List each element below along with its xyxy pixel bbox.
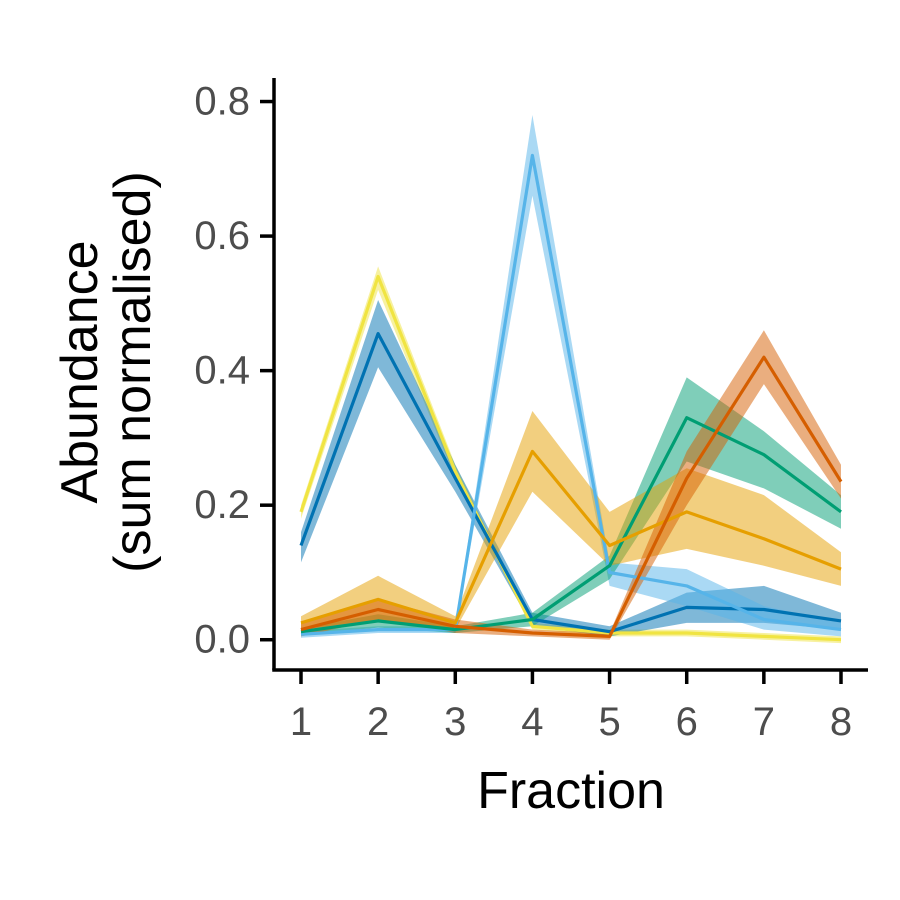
y-tick-label: 0.0 bbox=[194, 618, 250, 662]
series-5-line bbox=[300, 449, 842, 625]
y-axis-title: Abundance (sum normalised) bbox=[51, 171, 162, 573]
y-tick-label: 0.8 bbox=[194, 80, 250, 124]
series-4-line bbox=[300, 416, 842, 634]
x-tick-label: 5 bbox=[598, 700, 620, 744]
y-tick-label: 0.6 bbox=[194, 214, 250, 258]
series-lines bbox=[299, 153, 843, 642]
x-tick-label: 3 bbox=[444, 700, 466, 744]
series-5-band bbox=[301, 411, 841, 630]
axes bbox=[272, 78, 868, 672]
x-tick-label: 4 bbox=[521, 700, 543, 744]
x-ticks: 1 2 3 4 5 6 7 8 bbox=[290, 670, 852, 744]
y-ticks: 0.0 0.2 0.4 0.6 0.8 bbox=[194, 80, 274, 662]
y-tick-label: 0.4 bbox=[194, 349, 250, 393]
x-tick-label: 2 bbox=[367, 700, 389, 744]
series-2-line bbox=[299, 332, 842, 634]
series-1-line bbox=[299, 274, 842, 642]
series-3-line bbox=[300, 153, 842, 636]
x-tick-label: 6 bbox=[676, 700, 698, 744]
series-6-line bbox=[300, 355, 843, 639]
y-axis-title-line-1: Abundance bbox=[51, 240, 109, 503]
x-tick-label: 1 bbox=[290, 700, 312, 744]
series-6-band bbox=[301, 330, 841, 640]
confidence-bands bbox=[301, 115, 841, 644]
x-tick-label: 7 bbox=[753, 700, 775, 744]
series-2-band bbox=[301, 300, 841, 637]
x-tick-label: 8 bbox=[830, 700, 852, 744]
x-axis-title: Fraction bbox=[477, 762, 665, 820]
series-3-band bbox=[301, 115, 841, 638]
y-tick-label: 0.2 bbox=[194, 483, 250, 527]
y-axis-title-line-2: (sum normalised) bbox=[104, 171, 162, 573]
